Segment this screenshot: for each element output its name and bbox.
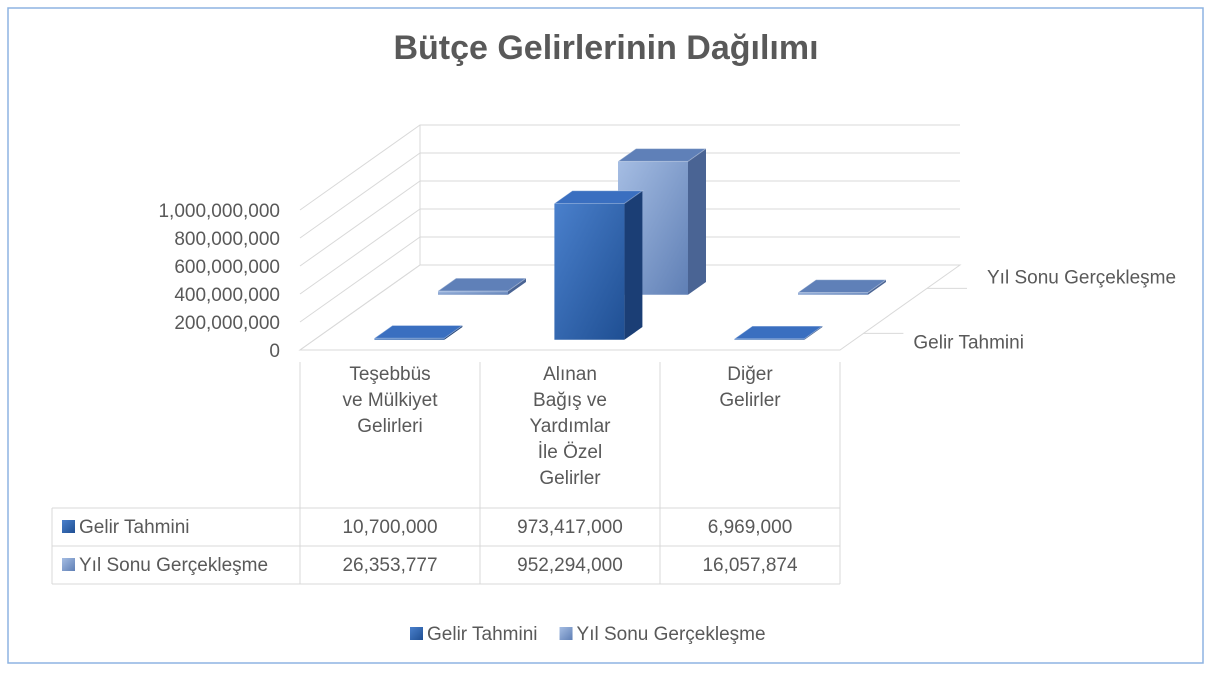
legend-key — [559, 627, 573, 640]
y-tick-label: 0 — [269, 341, 280, 362]
table-cell: 10,700,000 — [342, 517, 437, 538]
bar-top — [796, 279, 888, 294]
table-cell: 952,294,000 — [517, 555, 623, 576]
chart-title: Bütçe Gelirlerinin Dağılımı — [393, 29, 818, 67]
y-tick-label: 800,000,000 — [174, 229, 280, 250]
category-label-box: Diğer Gelirler — [719, 364, 781, 411]
x-tick-label: Diğer Gelirler — [719, 364, 781, 411]
bar-top — [616, 148, 708, 162]
bar-side — [688, 148, 706, 295]
category-label-box: Alınan Bağış ve Yardımlar İle Özel Gelir… — [529, 364, 611, 489]
bar — [436, 277, 528, 295]
y-tick-label: 200,000,000 — [174, 313, 280, 334]
bar-side — [444, 325, 463, 340]
bar-top — [372, 325, 464, 339]
depth-label: Yıl Sonu Gerçekleşme — [987, 267, 1176, 288]
table-row-label: Yıl Sonu Gerçekleşme — [79, 555, 268, 576]
bar-top — [436, 277, 528, 292]
bar-side — [508, 278, 526, 295]
table-row-label: Gelir Tahmini — [79, 517, 190, 538]
bar-front — [798, 292, 868, 295]
bar — [732, 325, 824, 340]
y-tick-label: 1,000,000,000 — [158, 201, 280, 222]
table-cell: 973,417,000 — [517, 517, 623, 538]
legend: Gelir Tahmini Yıl Sonu Gerçekleşme — [410, 624, 766, 645]
legend-key — [410, 627, 423, 640]
bar-front — [734, 338, 805, 340]
bar — [552, 190, 644, 340]
bar-front — [438, 291, 508, 295]
bar — [372, 325, 464, 340]
category-label-box: Teşebbüs ve Mülkiyet Gelirleri — [342, 364, 438, 437]
bar — [796, 279, 888, 295]
x-tick-label: Alınan Bağış ve Yardımlar İle Özel Gelir… — [529, 364, 611, 489]
table-legend-key — [62, 558, 75, 571]
depth-label: Gelir Tahmini — [913, 332, 1024, 353]
table-cell: 26,353,777 — [342, 555, 437, 576]
bar-front — [554, 203, 625, 340]
bar-side — [624, 190, 643, 340]
table-cell: 16,057,874 — [702, 555, 798, 576]
legend-label: Yıl Sonu Gerçekleşme — [577, 624, 766, 645]
bar-top — [552, 190, 644, 205]
table-legend-key — [62, 520, 75, 533]
bar-front — [374, 338, 445, 340]
bar-side — [868, 279, 886, 295]
table-cell: 6,969,000 — [708, 517, 793, 538]
bar-top — [732, 325, 824, 340]
y-tick-label: 600,000,000 — [174, 257, 280, 278]
x-tick-label: Teşebbüs ve Mülkiyet Gelirleri — [342, 364, 438, 437]
bar-side — [804, 326, 823, 340]
y-tick-label: 400,000,000 — [174, 285, 280, 306]
legend-label: Gelir Tahmini — [427, 624, 538, 645]
